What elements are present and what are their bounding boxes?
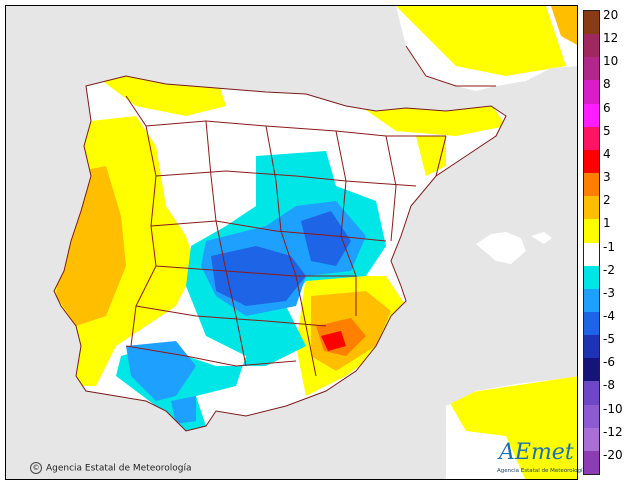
- copyright-text: Agencia Estatal de Meteorología: [46, 463, 192, 474]
- legend-swatch: [584, 358, 599, 382]
- legend-label: 20: [603, 8, 619, 22]
- legend-swatch: [584, 149, 599, 174]
- admin-borders: [53, 45, 507, 432]
- legend-swatch: [584, 11, 599, 35]
- legend-swatch: [584, 427, 599, 452]
- legend-label: 8: [603, 77, 611, 92]
- legend-label: -6: [603, 355, 615, 370]
- legend-label: 4: [603, 146, 611, 161]
- color-legend: [583, 10, 600, 475]
- legend-label: -3: [603, 285, 615, 300]
- legend-swatch: [584, 404, 599, 429]
- legend-swatch: [584, 335, 599, 359]
- legend-label: 1: [603, 216, 611, 231]
- logo-subtitle: Agencia Estatal de Meteorología: [497, 468, 586, 474]
- legend-label: -20: [603, 447, 623, 462]
- legend-label: 2: [603, 193, 611, 208]
- legend-swatch: [584, 57, 599, 81]
- legend-swatch: [584, 265, 599, 290]
- legend-swatch: [584, 103, 599, 128]
- temperature-anomaly-map: [5, 5, 578, 480]
- legend-label: -12: [603, 424, 623, 439]
- legend-label: -5: [603, 332, 615, 347]
- legend-swatch: [584, 196, 599, 220]
- legend-label: -4: [603, 308, 615, 323]
- legend-swatch: [584, 450, 599, 475]
- legend-label: -10: [603, 401, 623, 416]
- legend-label: -2: [603, 262, 615, 277]
- legend-swatch: [584, 311, 599, 336]
- legend-label: 5: [603, 123, 611, 138]
- legend-swatch: [584, 126, 599, 151]
- legend-swatch: [584, 219, 599, 243]
- legend-label: 10: [603, 54, 619, 69]
- legend-label: -8: [603, 378, 615, 393]
- copyright-notice: © Agencia Estatal de Meteorología: [30, 462, 192, 474]
- legend-swatch: [584, 288, 599, 313]
- legend-swatch: [584, 80, 599, 105]
- anomaly-fields: [54, 6, 577, 479]
- legend-label: 3: [603, 170, 611, 185]
- legend-label: 12: [603, 31, 619, 46]
- legend-label: -1: [603, 239, 615, 254]
- legend-swatch: [584, 34, 599, 58]
- map-canvas: [53, 6, 577, 479]
- legend-swatch: [584, 381, 599, 406]
- legend-swatch: [584, 173, 599, 197]
- logo-wordmark: AEmet: [499, 440, 574, 465]
- legend-label: 6: [603, 100, 611, 115]
- copyright-icon: ©: [30, 462, 42, 474]
- aemet-logo: AEmet Agencia Estatal de Meteorología: [493, 440, 586, 478]
- legend-swatch: [584, 242, 599, 267]
